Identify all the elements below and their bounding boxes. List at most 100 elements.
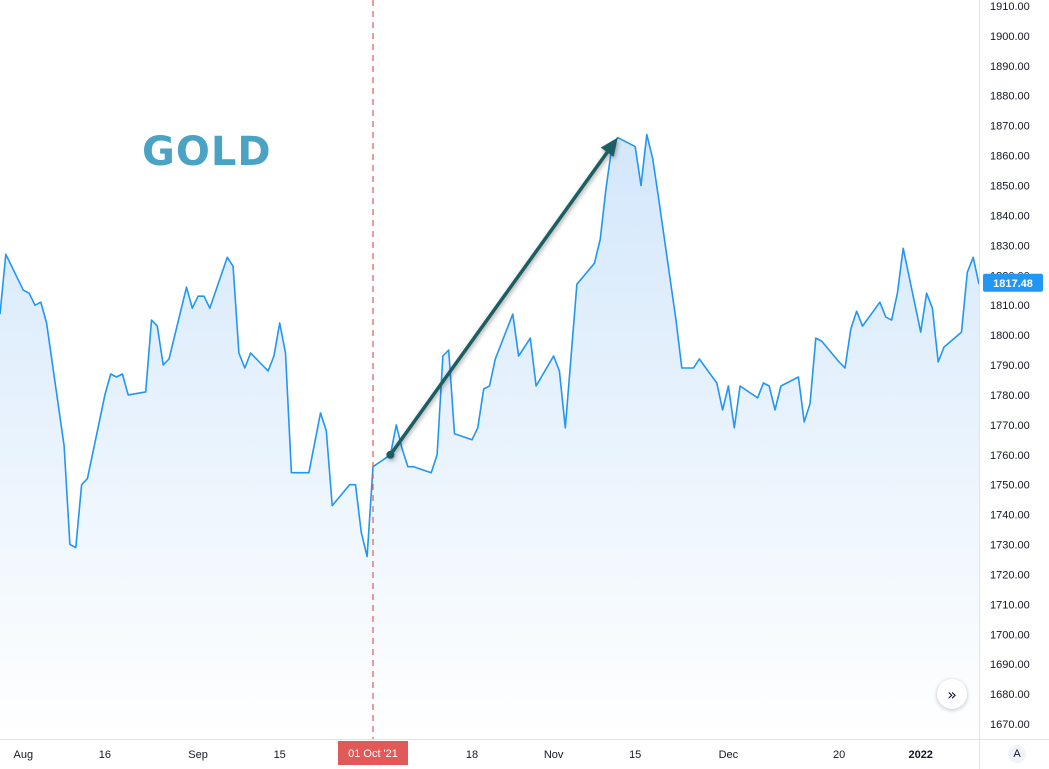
data-point[interactable] [150,318,154,322]
data-point[interactable] [33,303,37,307]
data-point[interactable] [313,441,317,445]
data-point[interactable] [808,402,812,406]
data-point[interactable] [936,360,940,364]
data-point[interactable] [686,366,690,370]
data-point[interactable] [802,420,806,424]
data-point[interactable] [645,133,649,137]
data-point[interactable] [592,261,596,265]
data-point[interactable] [161,363,165,367]
data-point[interactable] [930,306,934,310]
data-point[interactable] [639,184,643,188]
data-point[interactable] [732,426,736,430]
data-point[interactable] [289,471,293,475]
data-point[interactable] [4,252,8,256]
data-point[interactable] [511,312,515,316]
data-point[interactable] [919,330,923,334]
data-point[interactable] [231,264,235,268]
data-point[interactable] [843,366,847,370]
data-point[interactable] [534,384,538,388]
data-point[interactable] [476,426,480,430]
data-point[interactable] [167,357,171,361]
data-point[interactable] [528,336,532,340]
data-point[interactable] [756,396,760,400]
data-point[interactable] [674,318,678,322]
data-point[interactable] [697,357,701,361]
data-point[interactable] [354,483,358,487]
data-point[interactable] [394,423,398,427]
data-point[interactable] [208,306,212,310]
data-point[interactable] [348,483,352,487]
data-point[interactable] [878,300,882,304]
data-point[interactable] [563,426,567,430]
data-point[interactable] [103,393,107,397]
data-point[interactable] [400,447,404,451]
data-point[interactable] [62,444,66,448]
data-point[interactable] [837,360,841,364]
data-point[interactable] [651,157,655,161]
data-point[interactable] [21,288,25,292]
data-point[interactable] [319,411,323,415]
data-point[interactable] [202,294,206,298]
trend-arrow-start-handle[interactable] [386,450,395,459]
data-point[interactable] [895,291,899,295]
data-point[interactable] [575,282,579,286]
data-point[interactable] [680,366,684,370]
data-point[interactable] [359,531,363,535]
trend-arrow[interactable] [386,137,618,459]
data-point[interactable] [884,315,888,319]
data-point[interactable] [517,354,521,358]
data-point[interactable] [453,432,457,436]
data-point[interactable] [598,237,602,241]
data-point[interactable] [120,372,124,376]
data-point[interactable] [925,291,929,295]
data-point[interactable] [39,300,43,304]
data-point[interactable] [109,372,113,376]
data-point[interactable] [779,384,783,388]
data-point[interactable] [523,345,527,349]
data-point[interactable] [482,387,486,391]
price-series-line[interactable] [0,133,979,558]
data-point[interactable] [237,351,241,355]
data-point[interactable] [441,354,445,358]
data-point[interactable] [849,327,853,331]
data-point[interactable] [447,348,451,352]
data-point[interactable] [657,196,661,200]
data-point[interactable] [960,330,964,334]
data-point[interactable] [861,324,865,328]
data-point[interactable] [557,369,561,373]
data-point[interactable] [569,354,573,358]
data-point[interactable] [74,546,78,550]
data-point[interactable] [820,339,824,343]
data-point[interactable] [190,306,194,310]
data-point[interactable] [633,145,637,149]
data-point[interactable] [27,291,31,295]
data-point[interactable] [155,324,159,328]
data-point[interactable] [80,483,84,487]
data-point[interactable] [773,408,777,412]
data-point[interactable] [406,465,410,469]
data-point[interactable] [115,375,119,379]
time-axis[interactable]: Aug 16 Sep 15 18 Nov 15 Dec 20 2022 [14,749,933,761]
data-point[interactable] [68,543,72,547]
data-point[interactable] [196,294,200,298]
data-point[interactable] [971,255,975,259]
data-point[interactable] [45,321,49,325]
data-point[interactable] [855,309,859,313]
data-point[interactable] [307,471,311,475]
data-point[interactable] [185,285,189,289]
data-point[interactable] [965,270,969,274]
data-point[interactable] [942,345,946,349]
data-point[interactable] [761,381,765,385]
price-axis[interactable]: 1910.00 1900.00 1890.00 1880.00 1870.00 1860.… [990,1,1030,731]
data-point[interactable] [604,187,608,191]
data-point[interactable] [796,375,800,379]
data-point[interactable] [738,384,742,388]
data-point[interactable] [721,408,725,412]
data-point[interactable] [225,255,229,259]
data-point[interactable] [284,351,288,355]
data-point[interactable] [330,504,334,508]
data-point[interactable] [726,384,730,388]
data-point[interactable] [890,318,894,322]
data-point[interactable] [429,471,433,475]
